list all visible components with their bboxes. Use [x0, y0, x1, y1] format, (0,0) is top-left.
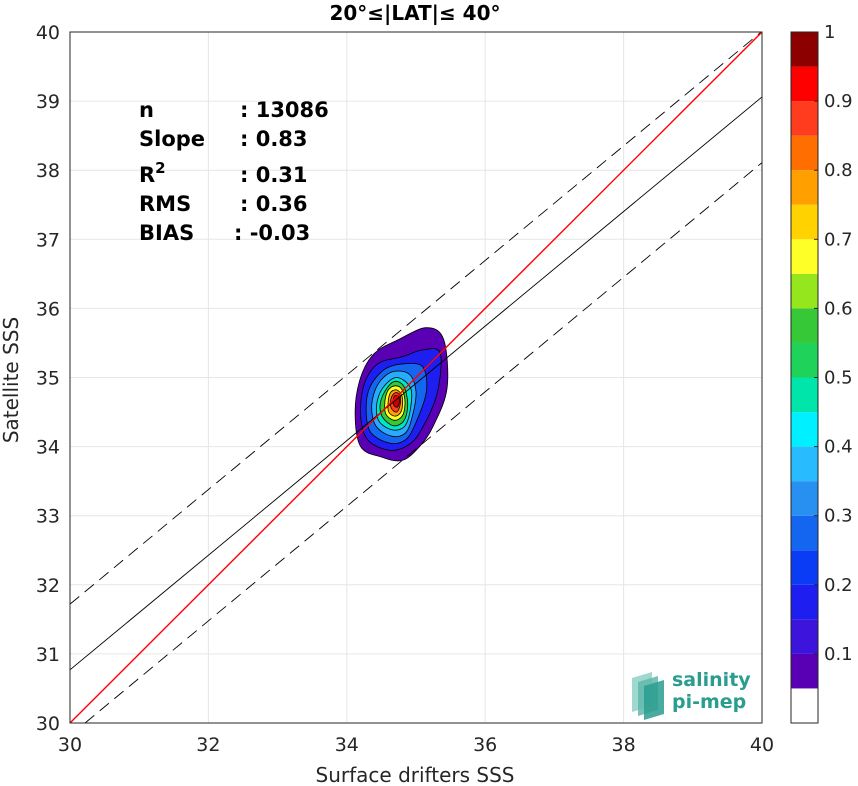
colorbar-tick-label: 0.5	[824, 368, 853, 389]
colorbar-band	[791, 412, 818, 447]
y-tick-label: 38	[36, 160, 60, 182]
colorbar-tick-label: 0.2	[824, 575, 853, 596]
upper-bound-line	[69, 31, 762, 605]
lower-bound-line	[84, 162, 763, 724]
regression-lines	[69, 31, 763, 724]
colorbar-tick-label: 0.3	[824, 506, 853, 527]
colorbar-band	[791, 481, 818, 516]
colorbar-band	[791, 688, 818, 723]
colorbar-band	[791, 273, 818, 309]
colorbar-band	[791, 135, 818, 171]
density-contours	[354, 327, 449, 462]
y-tick-label: 39	[36, 91, 60, 113]
y-tick-label: 33	[36, 506, 60, 528]
plot-frame	[69, 31, 763, 724]
colorbar-band	[791, 515, 818, 551]
x-axis-label: Surface drifters SSS	[316, 763, 515, 786]
colorbar-band	[791, 619, 818, 654]
colorbar: 0.1 0.2 0.3 0.4 0.5 0.6 0.7 0.8 0.9 1	[790, 22, 853, 724]
colorbar-band	[791, 170, 818, 205]
plot-area: 30 32 34 36 38 40 30 31 32 33 34 35 36 37 38 39 40	[36, 22, 774, 756]
colorbar-band	[791, 550, 818, 585]
x-tick-label: 40	[750, 734, 774, 756]
identity-line	[69, 31, 763, 724]
stat-value: : -0.03	[234, 221, 310, 245]
y-axis-label: Satellite SSS	[0, 317, 23, 443]
logo-line2: pi-mep	[672, 691, 746, 713]
y-tick-label: 35	[36, 368, 60, 390]
colorbar-band	[791, 377, 818, 413]
colorbar-tick-label: 0.4	[824, 437, 853, 458]
stat-value: : 0.83	[240, 127, 308, 151]
colorbar-tick-label: 0.7	[824, 229, 853, 250]
y-tick-label: 30	[36, 713, 60, 735]
colorbar-band	[791, 446, 818, 482]
colorbar-band	[791, 204, 818, 240]
salinity-pi-mep-logo: salinity pi-mep	[632, 669, 751, 720]
y-tick-label: 36	[36, 298, 60, 320]
colorbar-tick-label: 0.1	[824, 644, 853, 665]
stat-label: RMS	[139, 192, 191, 216]
y-tick-labels: 30 31 32 33 34 35 36 37 38 39 40	[36, 22, 60, 735]
stat-value: : 13086	[240, 98, 329, 122]
logo-line1: salinity	[672, 669, 751, 691]
y-tick-label: 32	[36, 575, 60, 597]
chart-title: 20°≤|LAT|≤ 40°	[329, 1, 500, 25]
fit-line	[69, 96, 763, 671]
colorbar-band	[791, 584, 818, 620]
colorbar-band	[791, 342, 818, 378]
colorbar-band	[791, 239, 818, 274]
x-tick-label: 32	[196, 734, 220, 756]
stat-label: BIAS	[139, 221, 194, 245]
y-tick-label: 31	[36, 644, 60, 666]
colorbar-band	[791, 308, 818, 343]
x-tick-labels: 30 32 34 36 38 40	[58, 734, 774, 756]
x-tick-label: 34	[335, 734, 359, 756]
y-tick-label: 34	[36, 437, 60, 459]
stat-value: : 0.36	[240, 192, 308, 216]
stat-label: Slope	[139, 127, 205, 151]
colorbar-tick-label: 0.6	[824, 298, 853, 319]
colorbar-tick-label: 1	[824, 22, 835, 43]
y-tick-label: 40	[36, 22, 60, 44]
x-tick-label: 30	[58, 734, 82, 756]
y-tick-label: 37	[36, 229, 60, 251]
colorbar-tick-label: 0.8	[824, 160, 853, 181]
logo-wave-icon-3	[644, 680, 664, 720]
colorbar-band	[791, 653, 818, 689]
x-tick-label: 38	[612, 734, 636, 756]
stat-label: n	[139, 98, 154, 122]
stat-superscript: 2	[155, 159, 165, 177]
stat-value: : 0.31	[240, 163, 308, 187]
colorbar-band	[791, 32, 818, 67]
colorbar-band	[791, 101, 818, 136]
colorbar-tick-label: 0.9	[824, 91, 853, 112]
x-tick-label: 36	[473, 734, 497, 756]
colorbar-band	[791, 66, 818, 102]
